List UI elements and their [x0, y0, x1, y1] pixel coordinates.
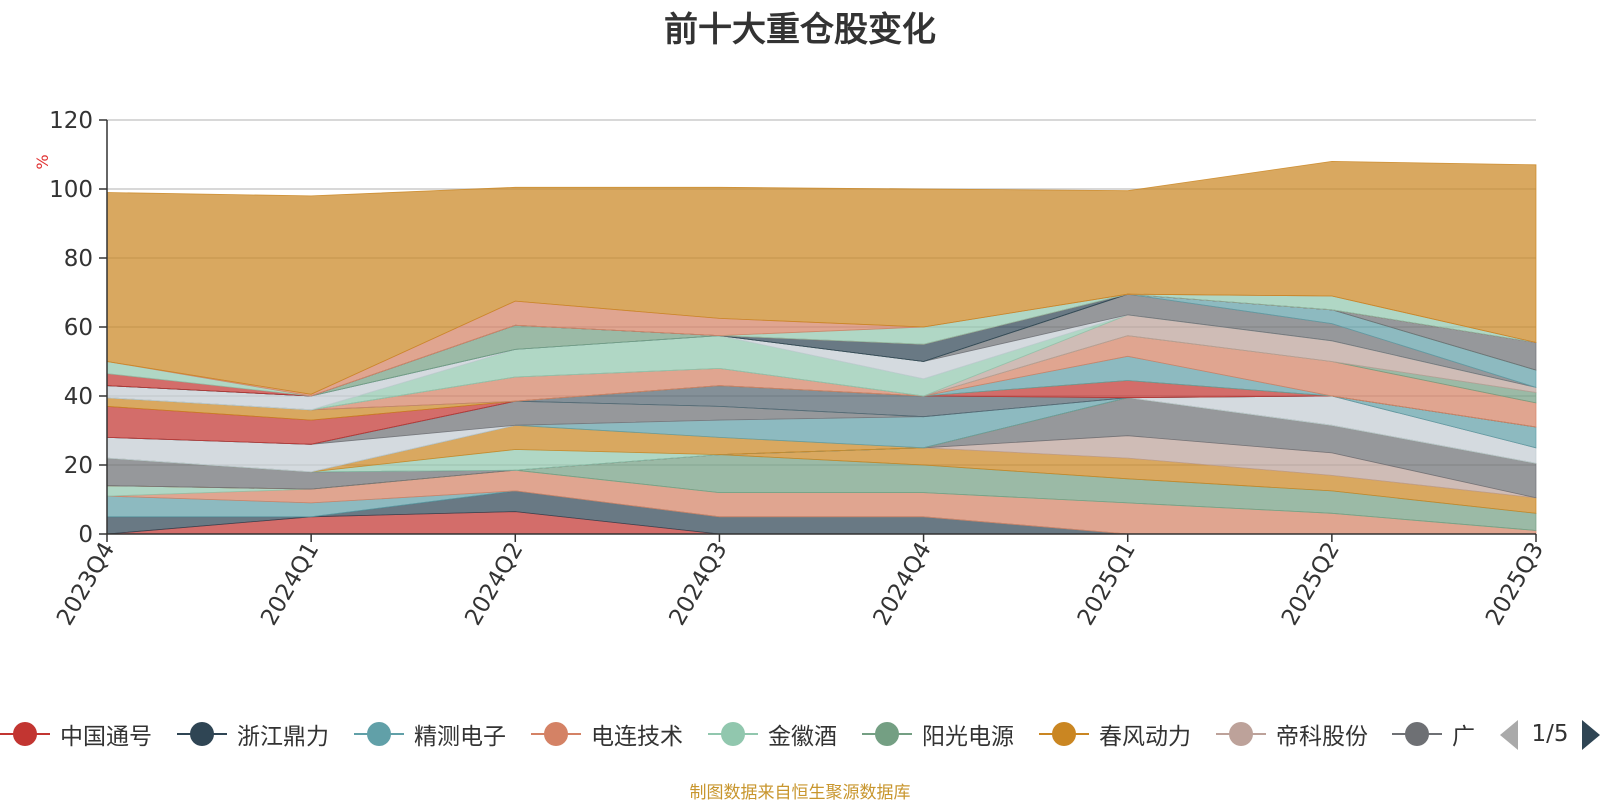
legend-marker-icon — [1216, 722, 1266, 746]
legend-marker-icon — [1039, 722, 1089, 746]
source-note: 制图数据来自恒生聚源数据库 — [689, 783, 911, 803]
legend-item[interactable]: 帝科股份 — [1216, 712, 1368, 756]
legend-marker-icon — [177, 722, 227, 746]
x-tick-label: 2024Q2 — [460, 538, 528, 630]
legend-marker-icon — [1392, 722, 1442, 746]
legend-prev-page-icon[interactable] — [1500, 720, 1518, 750]
legend-item[interactable]: 电连技术 — [531, 712, 683, 756]
legend-next-page-icon[interactable] — [1582, 720, 1600, 750]
legend: 中国通号 浙江鼎力 精测电子 电连技术 金徽酒 阳光电源 春风动力 帝科股份 广东宏大 — [0, 712, 1600, 756]
x-tick-label: 2024Q3 — [664, 538, 732, 630]
legend-label: 精测电子 — [414, 724, 506, 750]
x-tick-label: 2025Q2 — [1277, 538, 1345, 630]
y-tick-label: 60 — [64, 315, 93, 341]
legend-marker-icon — [862, 722, 912, 746]
legend-marker-icon — [354, 722, 404, 746]
legend-label: 浙江鼎力 — [237, 724, 329, 750]
y-tick-label: 0 — [78, 522, 93, 548]
legend-marker-icon — [0, 722, 50, 746]
y-tick-label: 40 — [64, 384, 93, 410]
legend-item[interactable]: 春风动力 — [1039, 712, 1191, 756]
legend-items: 中国通号 浙江鼎力 精测电子 电连技术 金徽酒 阳光电源 春风动力 帝科股份 广东宏大 — [0, 712, 1476, 756]
legend-item[interactable]: 阳光电源 — [862, 712, 1014, 756]
x-tick-label: 2024Q4 — [869, 538, 937, 630]
legend-label: 春风动力 — [1099, 724, 1191, 750]
legend-item[interactable]: 精测电子 — [354, 712, 506, 756]
y-tick-label: 20 — [64, 453, 93, 479]
x-tick-label: 2024Q1 — [256, 538, 324, 630]
legend-label: 电连技术 — [591, 724, 683, 750]
x-tick-label: 2025Q1 — [1073, 538, 1141, 630]
chart-title: 前十大重仓股变化 — [664, 10, 936, 50]
area-series-group — [106, 160, 1537, 535]
legend-item[interactable]: 中国通号 — [0, 712, 152, 756]
legend-item[interactable]: 金徽酒 — [708, 712, 837, 756]
x-tick-label: 2023Q4 — [52, 538, 120, 630]
legend-item[interactable]: 广东宏大 — [1392, 712, 1476, 756]
y-tick-label: 80 — [64, 246, 93, 272]
legend-label: 帝科股份 — [1276, 724, 1368, 750]
legend-label: 金徽酒 — [768, 724, 837, 750]
legend-marker-icon — [708, 722, 758, 746]
y-tick-label: 120 — [49, 108, 93, 134]
legend-item[interactable]: 浙江鼎力 — [177, 712, 329, 756]
legend-label: 中国通号 — [60, 724, 152, 750]
legend-marker-icon — [531, 722, 581, 746]
legend-page-indicator: 1/5 — [1531, 721, 1569, 747]
legend-label: 阳光电源 — [922, 724, 1014, 750]
area-series-s34[interactable] — [106, 160, 1537, 395]
y-tick-label: 100 — [49, 177, 93, 203]
y-axis-label: % — [33, 154, 52, 169]
x-tick-label: 2025Q3 — [1481, 538, 1549, 630]
legend-label: 广东宏大 — [1452, 724, 1476, 750]
